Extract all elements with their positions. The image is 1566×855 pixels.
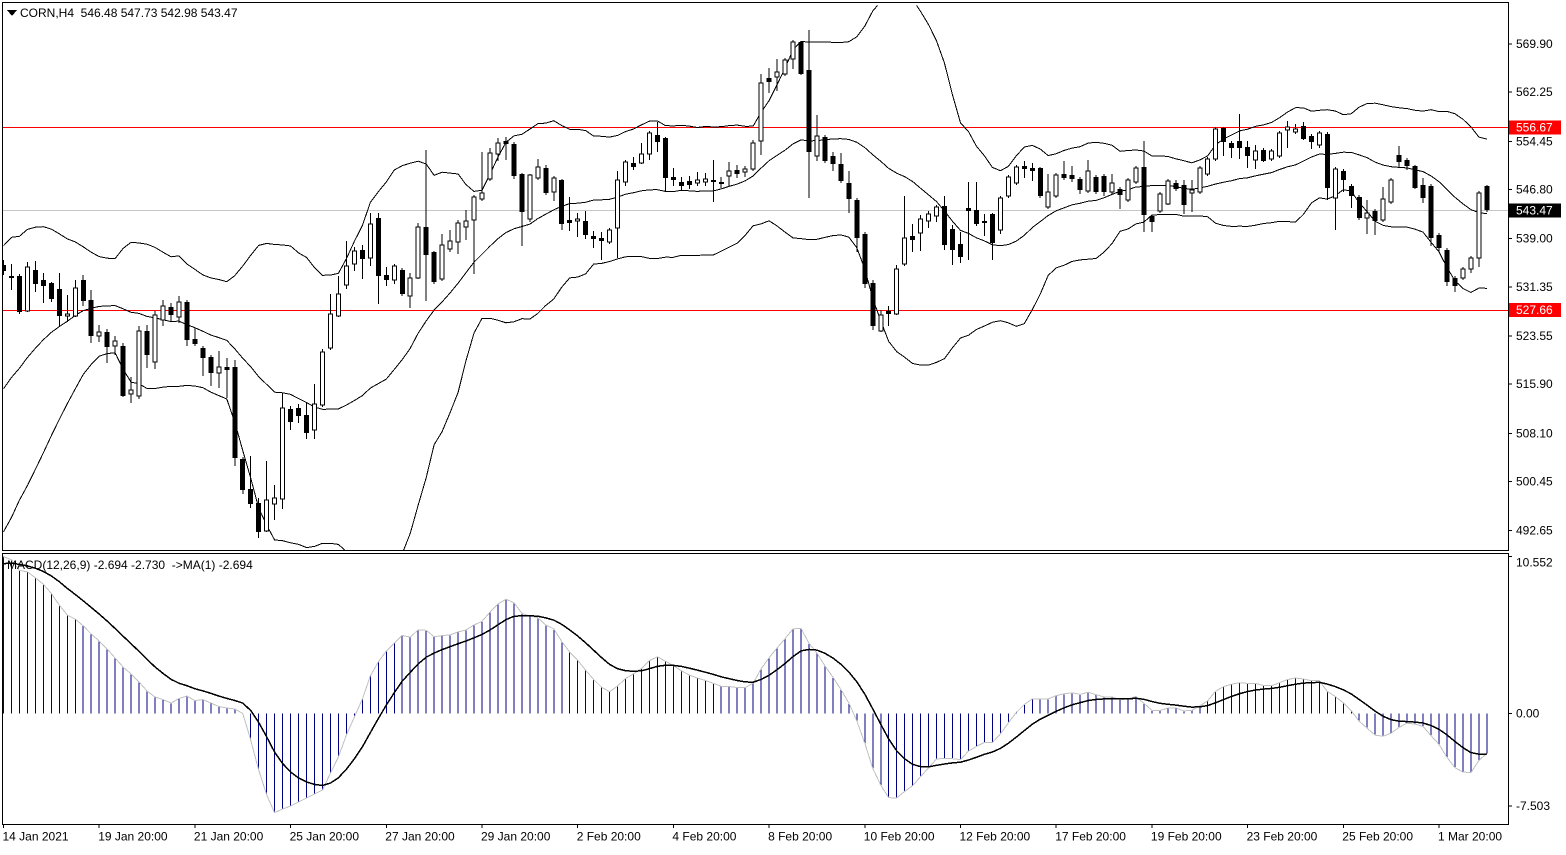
svg-text:1 Mar 20:00: 1 Mar 20:00 xyxy=(1438,830,1502,844)
svg-text:523.55: 523.55 xyxy=(1516,329,1553,343)
svg-text:MACD(12,26,9) -2.694 -2.730 -: MACD(12,26,9) -2.694 -2.730 ->MA(1) -2.6… xyxy=(7,558,253,572)
svg-text:17 Feb 20:00: 17 Feb 20:00 xyxy=(1055,830,1126,844)
svg-text:10 Feb 20:00: 10 Feb 20:00 xyxy=(864,830,935,844)
svg-text:25 Feb 20:00: 25 Feb 20:00 xyxy=(1342,830,1413,844)
svg-text:531.35: 531.35 xyxy=(1516,280,1553,294)
svg-text:554.45: 554.45 xyxy=(1516,134,1553,148)
svg-text:492.65: 492.65 xyxy=(1516,524,1553,538)
svg-text:527.66: 527.66 xyxy=(1516,303,1553,317)
svg-text:515.90: 515.90 xyxy=(1516,377,1553,391)
svg-text:2 Feb 20:00: 2 Feb 20:00 xyxy=(577,830,641,844)
svg-text:539.00: 539.00 xyxy=(1516,232,1553,246)
svg-text:12 Feb 20:00: 12 Feb 20:00 xyxy=(960,830,1031,844)
svg-text:-7.503: -7.503 xyxy=(1516,799,1550,813)
svg-text:27 Jan 20:00: 27 Jan 20:00 xyxy=(385,830,455,844)
svg-text:4 Feb 20:00: 4 Feb 20:00 xyxy=(672,830,736,844)
svg-text:569.90: 569.90 xyxy=(1516,37,1553,51)
svg-text:0.00: 0.00 xyxy=(1516,706,1540,720)
svg-text:556.67: 556.67 xyxy=(1516,120,1553,134)
svg-text:562.25: 562.25 xyxy=(1516,85,1553,99)
svg-text:21 Jan 20:00: 21 Jan 20:00 xyxy=(194,830,264,844)
svg-text:14 Jan 2021: 14 Jan 2021 xyxy=(3,830,69,844)
svg-text:25 Jan 20:00: 25 Jan 20:00 xyxy=(290,830,360,844)
svg-text:10.552: 10.552 xyxy=(1516,556,1553,570)
svg-text:546.80: 546.80 xyxy=(1516,183,1553,197)
svg-text:508.10: 508.10 xyxy=(1516,426,1553,440)
svg-text:29 Jan 20:00: 29 Jan 20:00 xyxy=(481,830,551,844)
svg-text:19 Feb 20:00: 19 Feb 20:00 xyxy=(1151,830,1222,844)
svg-text:CORN,H4 546.48 547.73 542.98: CORN,H4 546.48 547.73 542.98 543.47 xyxy=(20,6,238,20)
svg-text:23 Feb 20:00: 23 Feb 20:00 xyxy=(1247,830,1318,844)
svg-text:8 Feb 20:00: 8 Feb 20:00 xyxy=(768,830,832,844)
svg-text:543.47: 543.47 xyxy=(1516,204,1553,218)
svg-text:19 Jan 20:00: 19 Jan 20:00 xyxy=(98,830,168,844)
svg-text:500.45: 500.45 xyxy=(1516,475,1553,489)
